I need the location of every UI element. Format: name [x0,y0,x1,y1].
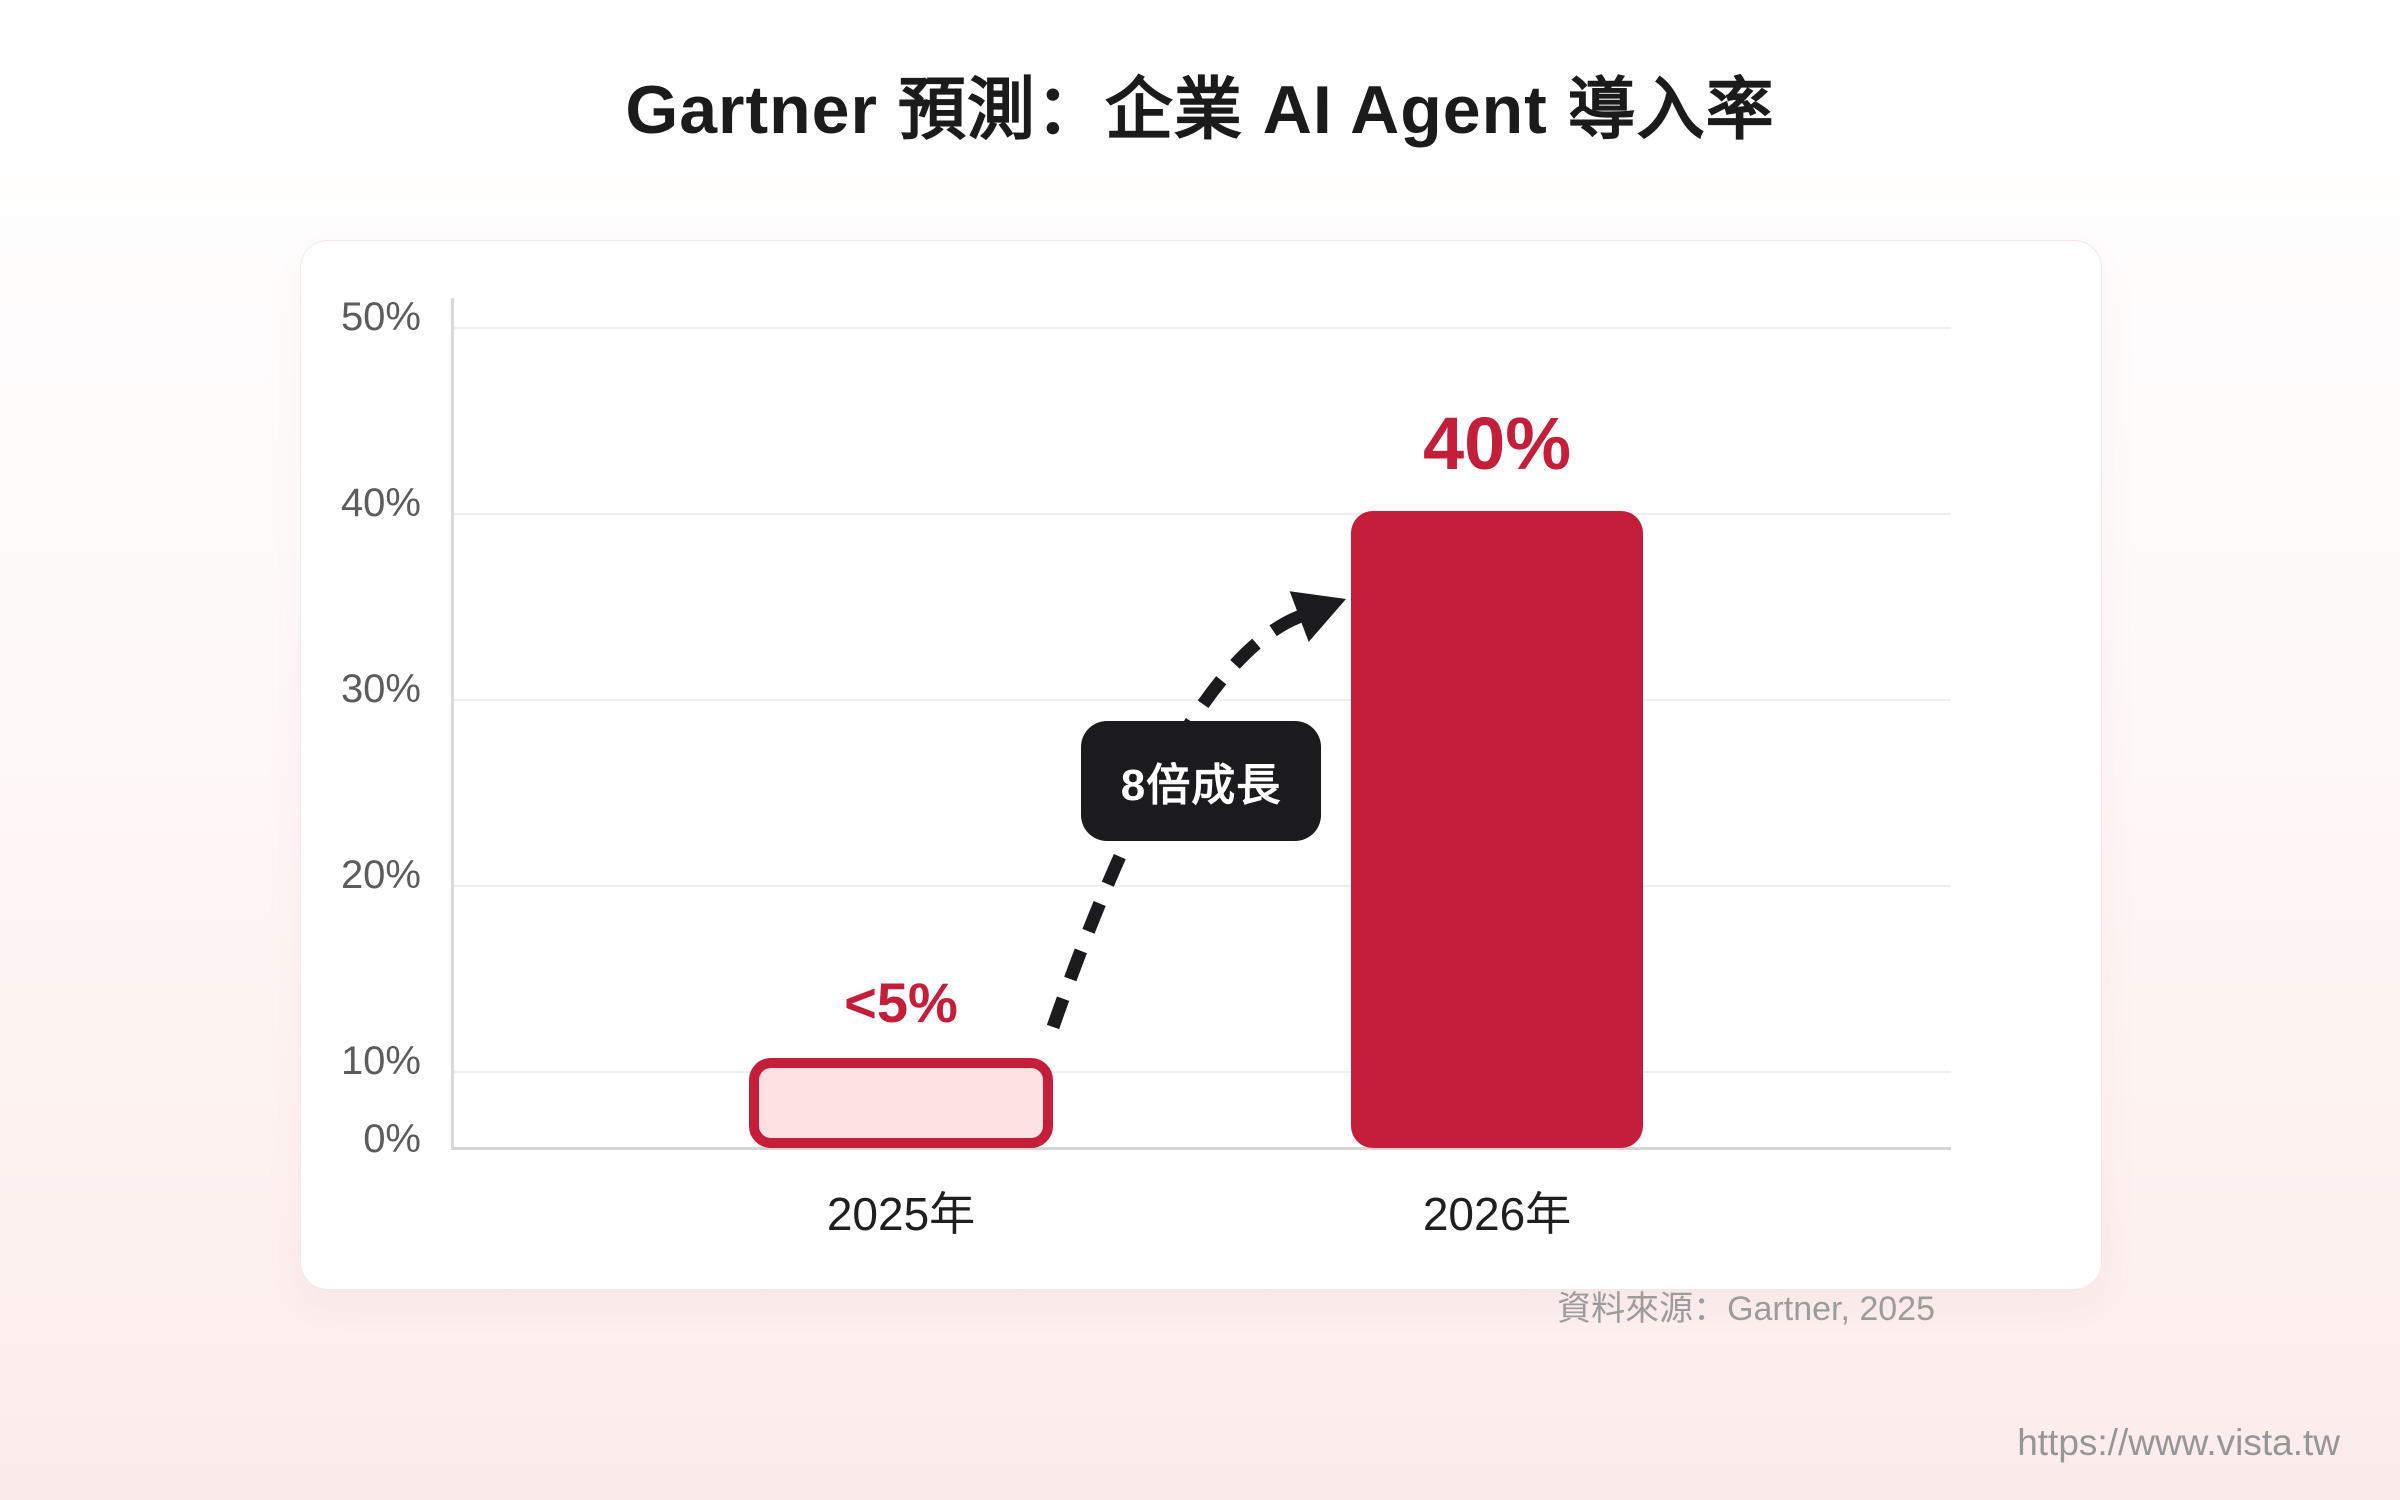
y-axis-line [451,298,454,1150]
ytick-20: 20% [340,853,421,897]
ytick-0: 0% [363,1117,421,1161]
website-url: https://www.vista.tw [2017,1422,2340,1463]
ytick-10: 10% [340,1039,421,1083]
data-source-note: 資料來源：Gartner, 2025 [1557,1290,1935,1328]
ytick-40: 40% [340,481,421,525]
gridline-20 [451,885,1951,887]
growth-badge: 8倍成長 [1081,721,1321,841]
chart-title: Gartner 預測：企業 AI Agent 導入率 [625,72,1775,148]
bar-2026-value-label: 40% [1422,402,1572,485]
x-axis-baseline [451,1147,1951,1150]
bar-2026 [1351,511,1643,1148]
xlabel-2026: 2026年 [1422,1188,1572,1240]
ytick-50: 50% [340,295,421,339]
ytick-30: 30% [340,667,421,711]
gridline-40 [451,513,1951,515]
bar-2025 [749,1058,1053,1148]
growth-arrow-head-icon [1289,591,1346,642]
gridline-50 [451,327,1951,329]
growth-badge-label: 8倍成長 [1120,761,1282,810]
xlabel-2025: 2025年 [826,1188,976,1240]
bar-2025-value-label: <5% [844,971,958,1034]
gridline-30 [451,699,1951,701]
gridline-10 [451,1071,1951,1073]
chart-card: 50% 40% 30% 20% 10% 0% <5% 40% 2025年 202… [300,240,2102,1290]
